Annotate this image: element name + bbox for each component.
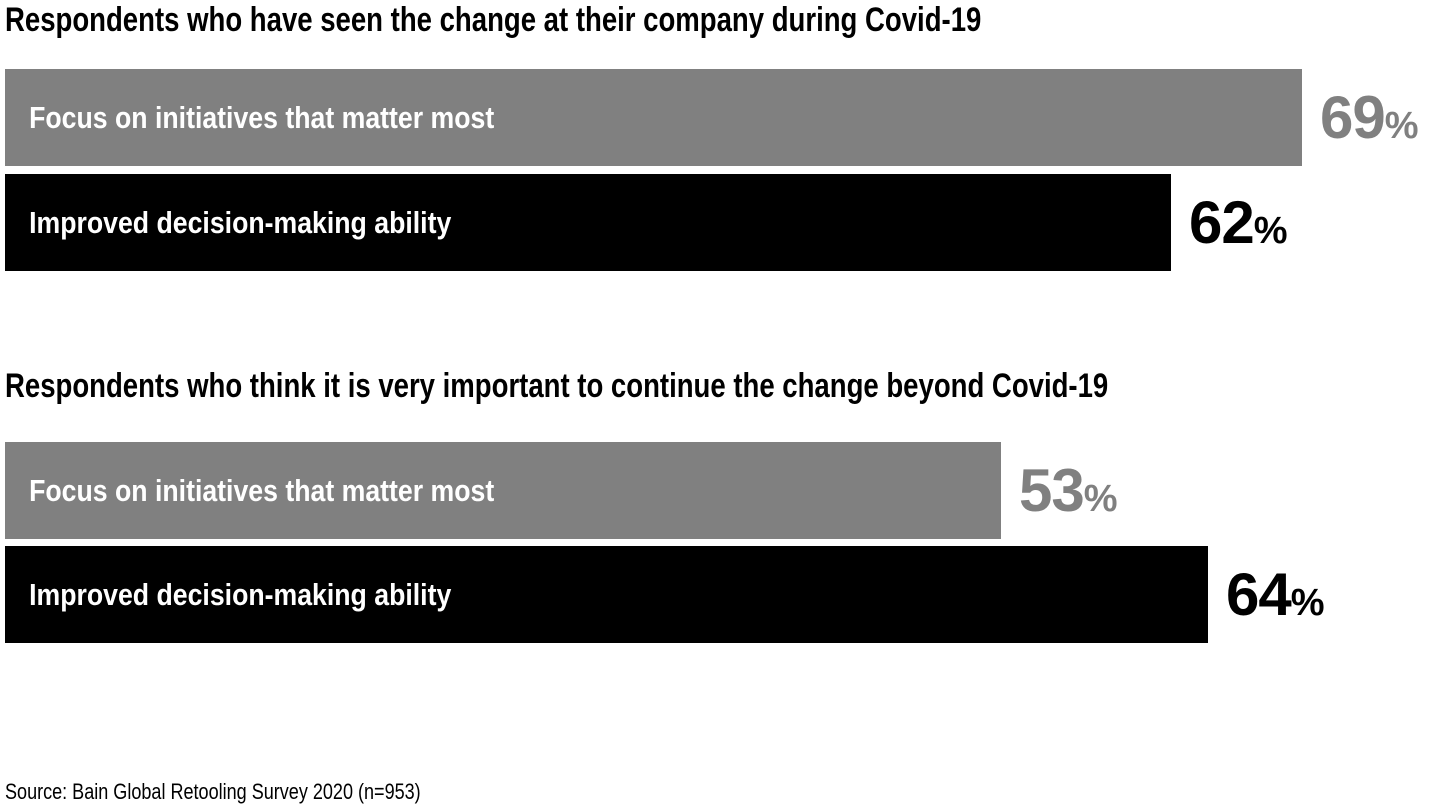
bar-label: Improved decision-making ability (29, 576, 452, 612)
percent-number: 53 (1019, 456, 1085, 524)
bar-label: Focus on initiatives that matter most (29, 472, 495, 508)
bar-focus-initiatives: Focus on initiatives that matter most (5, 69, 1302, 166)
section-2-title: Respondents who think it is very importa… (5, 367, 1109, 405)
bar-focus-initiatives: Focus on initiatives that matter most (5, 442, 1001, 539)
value-label: 62 % (1189, 188, 1288, 256)
percent-number: 64 (1226, 560, 1292, 628)
bar-label: Focus on initiatives that matter most (29, 99, 495, 135)
value-label: 69 % (1320, 83, 1419, 151)
bar-improved-decision: Improved decision-making ability (5, 546, 1208, 643)
bar-improved-decision: Improved decision-making ability (5, 174, 1171, 271)
percent-number: 69 (1320, 83, 1386, 151)
bar-row-continue-improved: Improved decision-making ability 64 % (5, 546, 1325, 643)
section-1-title: Respondents who have seen the change at … (5, 1, 982, 39)
percent-sign: % (1083, 477, 1118, 520)
percent-sign: % (1384, 104, 1419, 147)
percent-sign: % (1253, 209, 1288, 252)
value-label: 64 % (1226, 560, 1325, 628)
bar-label: Improved decision-making ability (29, 204, 452, 240)
percent-number: 62 (1189, 188, 1255, 256)
value-label: 53 % (1019, 456, 1118, 524)
bar-row-seen-focus: Focus on initiatives that matter most 69… (5, 69, 1419, 166)
bar-row-seen-improved: Improved decision-making ability 62 % (5, 174, 1288, 271)
bar-row-continue-focus: Focus on initiatives that matter most 53… (5, 442, 1118, 539)
source-note: Source: Bain Global Retooling Survey 202… (5, 779, 421, 804)
percent-sign: % (1290, 581, 1325, 624)
